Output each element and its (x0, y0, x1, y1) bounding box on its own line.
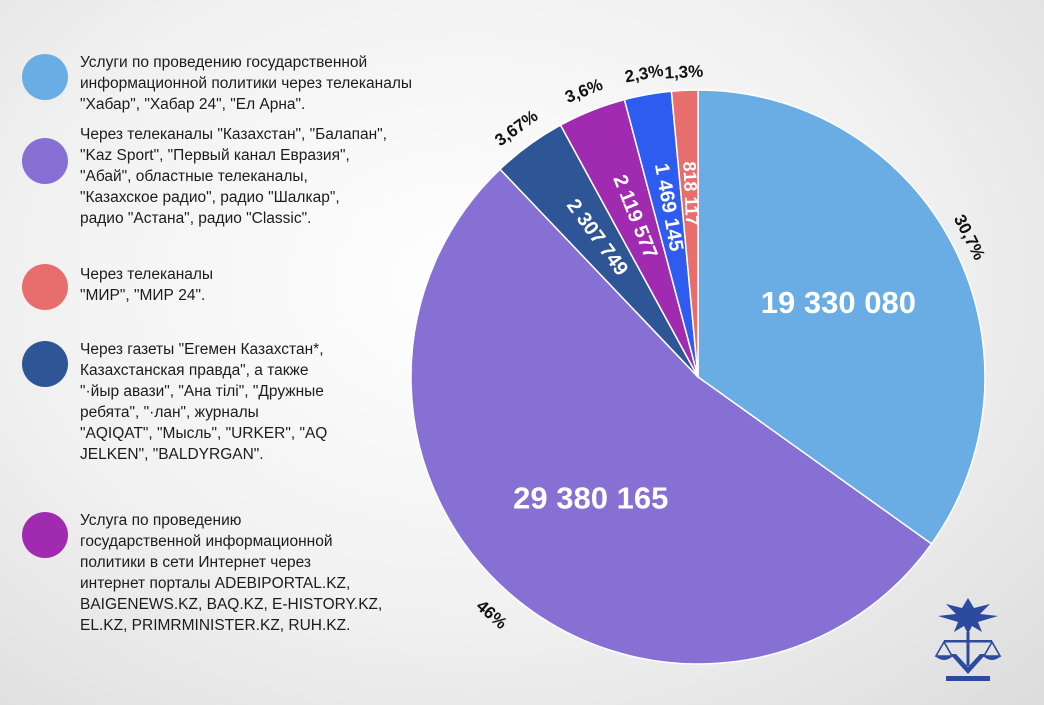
legend-swatch-icon (22, 512, 68, 558)
legend-swatch-icon (22, 264, 68, 310)
legend-label: Услуги по проведению государственной инф… (80, 54, 413, 113)
legend-swatch-icon (22, 54, 68, 100)
legend-label: Через телеканалы "МИР", "МИР 24". (80, 266, 214, 304)
legend-swatch-icon (22, 341, 68, 387)
slice-value-label: 818 117 (679, 161, 702, 226)
slice-percent-label: 46% (473, 596, 511, 633)
slice-value-label: 29 380 165 (513, 481, 668, 516)
pie-slice (697, 89, 986, 545)
slice-percent-label: 3,6% (562, 75, 605, 107)
legend-label: Через телеканалы "Казахстан", "Балапан",… (80, 126, 387, 227)
pie-slice (670, 89, 699, 378)
legend-label: Услуга по проведению государственной инф… (80, 512, 383, 634)
slice-percent-label: 2,3% (623, 61, 664, 86)
pie-slice (410, 168, 933, 665)
slice-percent-label: 1,3% (664, 62, 704, 83)
eagle-scales-emblem-icon (934, 598, 1002, 681)
legend-swatch-icon (22, 138, 68, 184)
legend-label: Через газеты "Егемен Казахстан*, Казахст… (80, 341, 328, 463)
slice-value-label: 19 330 080 (761, 285, 916, 320)
